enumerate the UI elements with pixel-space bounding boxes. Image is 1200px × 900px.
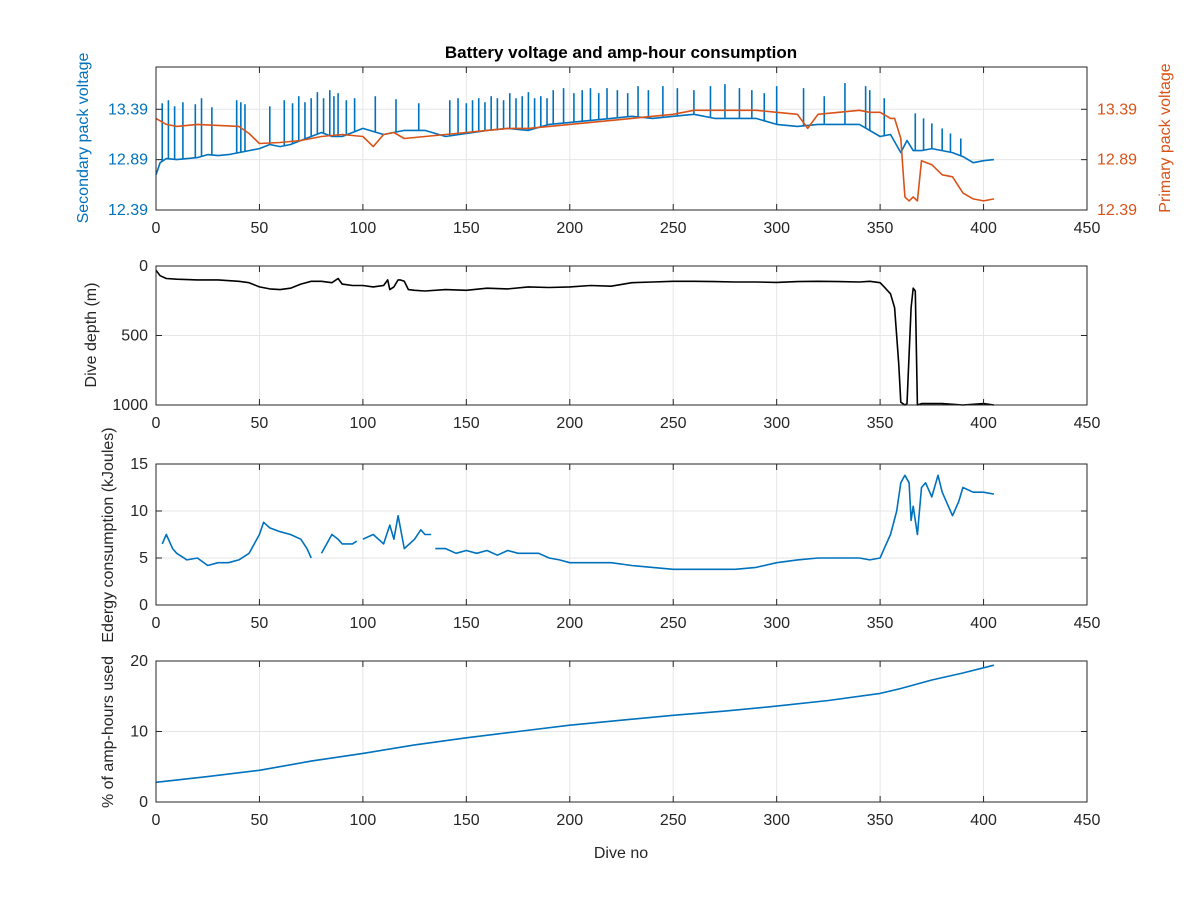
x-tick-label: 150	[453, 812, 480, 829]
x-tick-label: 100	[350, 220, 377, 237]
x-tick-label: 200	[556, 615, 583, 632]
energy-axis-label: Edergy consumption (kJoules)	[100, 427, 117, 642]
x-tick-label: 350	[867, 415, 894, 432]
x-tick-label: 350	[867, 220, 894, 237]
x-tick-label: 0	[152, 615, 161, 632]
y-tick-label: 1000	[112, 397, 148, 414]
dive-depth-axis-label: Dive depth (m)	[83, 283, 100, 388]
y-tick-label: 0	[139, 794, 148, 811]
plot-area	[161, 474, 995, 571]
axes-box	[155, 463, 1088, 606]
x-tick-label: 200	[556, 415, 583, 432]
x-tick-label: 250	[660, 812, 687, 829]
y-tick-label: 500	[121, 328, 148, 345]
y-tick-label: 10	[130, 724, 148, 741]
y-tick-label: 5	[139, 550, 148, 567]
x-tick-label: 300	[763, 220, 790, 237]
x-tick-label: 100	[350, 415, 377, 432]
x-tick-label: 400	[970, 220, 997, 237]
x-tick-label: 50	[251, 220, 269, 237]
x-tick-label: 250	[660, 220, 687, 237]
series-line-3-0	[155, 664, 995, 784]
voltage-panel: Battery voltage and amp-hour consumption…	[75, 43, 1174, 237]
x-tick-label: 100	[350, 615, 377, 632]
x-tick-label: 300	[763, 415, 790, 432]
series-line-1-0	[155, 269, 995, 406]
y2-tick-label: 12.39	[1097, 202, 1137, 219]
secondary-voltage-axis-label: Secondary pack voltage	[75, 53, 92, 224]
x-tick-label: 400	[970, 812, 997, 829]
x-tick-label: 450	[1074, 812, 1101, 829]
x-tick-label: 0	[152, 812, 161, 829]
x-tick-label: 450	[1074, 415, 1101, 432]
x-tick-label: 200	[556, 220, 583, 237]
y2-tick-label: 12.89	[1097, 152, 1137, 169]
amp-hours-panel: % of amp-hours used Dive no 0 50 100 150 200…	[100, 653, 1100, 862]
plot-area	[155, 83, 995, 202]
x-tick-label: 250	[660, 415, 687, 432]
x-tick-label: 50	[251, 615, 269, 632]
y-tick-label: 10	[130, 503, 148, 520]
x-tick-label: 350	[867, 812, 894, 829]
x-axis-label: Dive no	[594, 845, 648, 862]
energy-panel: Edergy consumption (kJoules) 0 50 100 150 20…	[100, 427, 1100, 642]
x-tick-label: 300	[763, 615, 790, 632]
x-tick-label: 450	[1074, 615, 1101, 632]
y-tick-label: 20	[130, 653, 148, 670]
plot-area	[155, 269, 995, 406]
x-tick-label: 150	[453, 615, 480, 632]
y-tick-label: 15	[130, 456, 148, 473]
x-tick-label: 400	[970, 415, 997, 432]
y-tick-label: 12.39	[108, 202, 148, 219]
x-tick-label: 0	[152, 415, 161, 432]
x-tick-label: 50	[251, 415, 269, 432]
x-tick-label: 250	[660, 615, 687, 632]
chart-title: Battery voltage and amp-hour consumption	[445, 43, 797, 62]
y-tick-label: 12.89	[108, 152, 148, 169]
x-tick-label: 350	[867, 615, 894, 632]
series-line-0-1	[155, 109, 995, 202]
y2-tick-label: 13.39	[1097, 101, 1137, 118]
axes-box	[155, 66, 1088, 211]
x-tick-label: 450	[1074, 220, 1101, 237]
amp-hours-axis-label: % of amp-hours used	[100, 656, 117, 808]
plot-area	[155, 664, 995, 784]
y-tick-label: 0	[139, 258, 148, 275]
dive-depth-panel: Dive depth (m) 0 50 100 150 200 250 300 350 400 4…	[83, 258, 1100, 432]
x-tick-label: 400	[970, 615, 997, 632]
y-tick-label: 13.39	[108, 101, 148, 118]
x-tick-label: 50	[251, 812, 269, 829]
x-tick-label: 150	[453, 415, 480, 432]
x-tick-label: 100	[350, 812, 377, 829]
y-tick-label: 0	[139, 597, 148, 614]
series-line-2-0	[161, 474, 995, 571]
primary-voltage-axis-label: Primary pack voltage	[1157, 63, 1174, 212]
x-tick-label: 0	[152, 220, 161, 237]
x-tick-label: 200	[556, 812, 583, 829]
x-tick-label: 150	[453, 220, 480, 237]
x-tick-label: 300	[763, 812, 790, 829]
